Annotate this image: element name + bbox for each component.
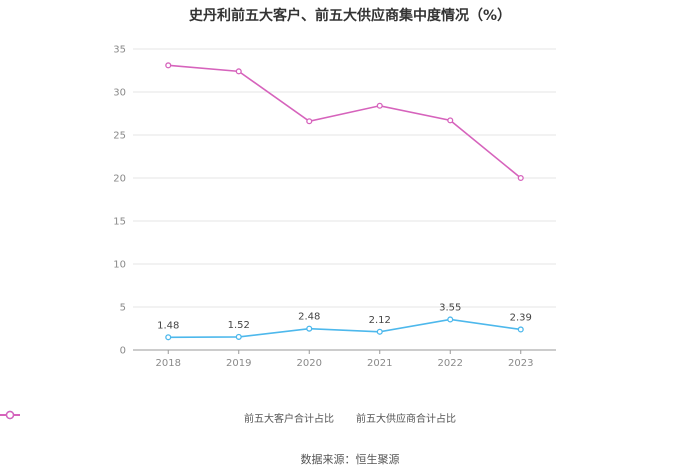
x-tick-label-2021: 2021 xyxy=(367,358,392,369)
y-tick-label-35: 35 xyxy=(113,45,126,56)
series-line-customers xyxy=(168,318,521,339)
legend-marker-suppliers xyxy=(0,410,20,420)
data-label-customers-2022: 3.55 xyxy=(439,302,461,313)
data-point-suppliers-2020 xyxy=(306,118,313,125)
source-note: 数据来源：恒生聚源 xyxy=(300,453,400,466)
x-tick-label-2018: 2018 xyxy=(156,358,181,369)
legend-label-suppliers: 前五大供应商合计占比 xyxy=(356,414,456,425)
data-point-customers-2020 xyxy=(306,325,313,332)
data-label-customers-2021: 2.12 xyxy=(369,315,391,326)
y-tick-label-10: 10 xyxy=(113,260,126,271)
y-tick-label-5: 5 xyxy=(120,303,126,314)
data-label-customers-2020: 2.48 xyxy=(298,312,320,323)
data-point-customers-2019 xyxy=(235,333,242,340)
legend: 前五大客户合计占比 前五大供应商合计占比 xyxy=(0,410,700,425)
x-tick-label-2020: 2020 xyxy=(297,358,322,369)
legend-item-suppliers[interactable]: 前五大供应商合计占比 xyxy=(0,410,456,425)
data-point-customers-2023 xyxy=(517,326,524,333)
data-point-suppliers-2022 xyxy=(447,117,454,124)
data-point-suppliers-2018 xyxy=(165,62,172,69)
y-tick-label-0: 0 xyxy=(120,346,126,357)
chart-title: 史丹利前五大客户、前五大供应商集中度情况（%） xyxy=(188,8,512,24)
legend-label-customers: 前五大客户合计占比 xyxy=(244,414,334,425)
data-point-suppliers-2019 xyxy=(235,68,242,75)
legend-item-customers[interactable]: 前五大客户合计占比 xyxy=(0,410,334,425)
series-line-suppliers xyxy=(168,64,522,179)
data-label-customers-2018: 1.48 xyxy=(157,320,179,331)
x-tick-label-2019: 2019 xyxy=(226,358,251,369)
x-tick-label-2023: 2023 xyxy=(508,358,533,369)
data-label-customers-2023: 2.39 xyxy=(510,312,532,323)
data-point-customers-2021 xyxy=(376,328,383,335)
y-tick-label-20: 20 xyxy=(113,174,126,185)
data-point-customers-2022 xyxy=(447,316,454,323)
y-tick-label-25: 25 xyxy=(113,131,126,142)
x-tick-label-2022: 2022 xyxy=(438,358,463,369)
y-tick-label-30: 30 xyxy=(113,88,126,99)
data-point-suppliers-2023 xyxy=(517,174,524,182)
data-label-customers-2019: 1.52 xyxy=(228,320,250,331)
data-point-suppliers-2021 xyxy=(376,102,383,109)
y-tick-label-15: 15 xyxy=(113,217,126,228)
data-point-customers-2018 xyxy=(165,334,172,341)
